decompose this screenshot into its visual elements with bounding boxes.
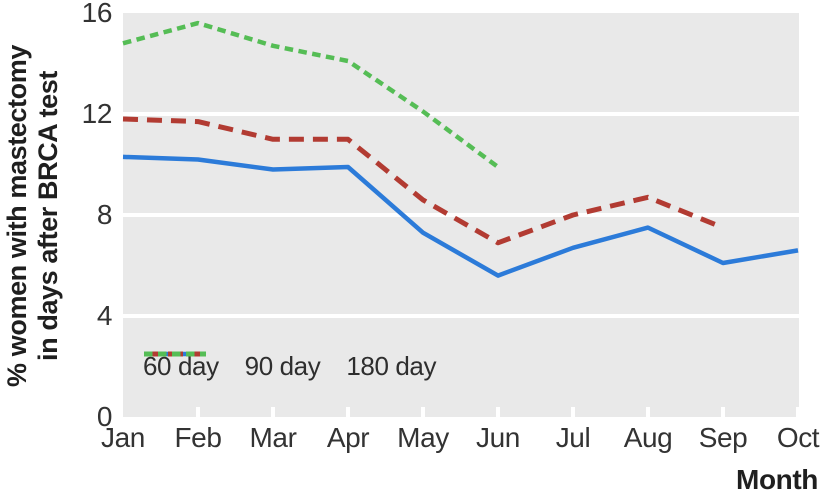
x-tick-label-jan: Jan	[101, 422, 145, 453]
series-line-90-day	[122, 116, 724, 246]
legend-line-sample-180-day	[144, 351, 206, 357]
legend-item-180-day: 180 day	[144, 350, 437, 382]
legend: 60 day 90 day 180 day	[143, 350, 436, 382]
x-tick-label-jul: Jul	[555, 422, 591, 453]
plot-area: 60 day 90 day 180 day	[122, 13, 800, 417]
x-tick-label-aug: Aug	[623, 422, 673, 453]
x-tick-label-jun: Jun	[476, 422, 520, 453]
x-axis-title: Month	[736, 464, 818, 495]
series-line-60-day	[122, 154, 799, 278]
y-tick-label-0: 0	[96, 401, 113, 432]
legend-label-180-day: 180 day	[346, 351, 437, 381]
x-tick-label-oct: Oct	[776, 422, 820, 453]
legend-item-90-day: 90 day	[144, 350, 321, 382]
x-tick-label-mar: Mar	[249, 422, 297, 453]
x-tick-label-feb: Feb	[174, 422, 222, 453]
y-tick-label-16: 16	[81, 0, 113, 28]
y-tick-label-4: 4	[96, 300, 113, 331]
series-line-180-day	[122, 20, 500, 169]
y-tick-label-8: 8	[96, 199, 113, 230]
legend-label-90-day: 90 day	[244, 351, 321, 381]
chart-canvas	[122, 20, 800, 417]
x-tick-label-apr: Apr	[326, 422, 370, 453]
x-tick-label-may: May	[397, 422, 449, 453]
y-tick-label-12: 12	[81, 98, 113, 129]
x-tick-label-sep: Sep	[698, 422, 748, 453]
